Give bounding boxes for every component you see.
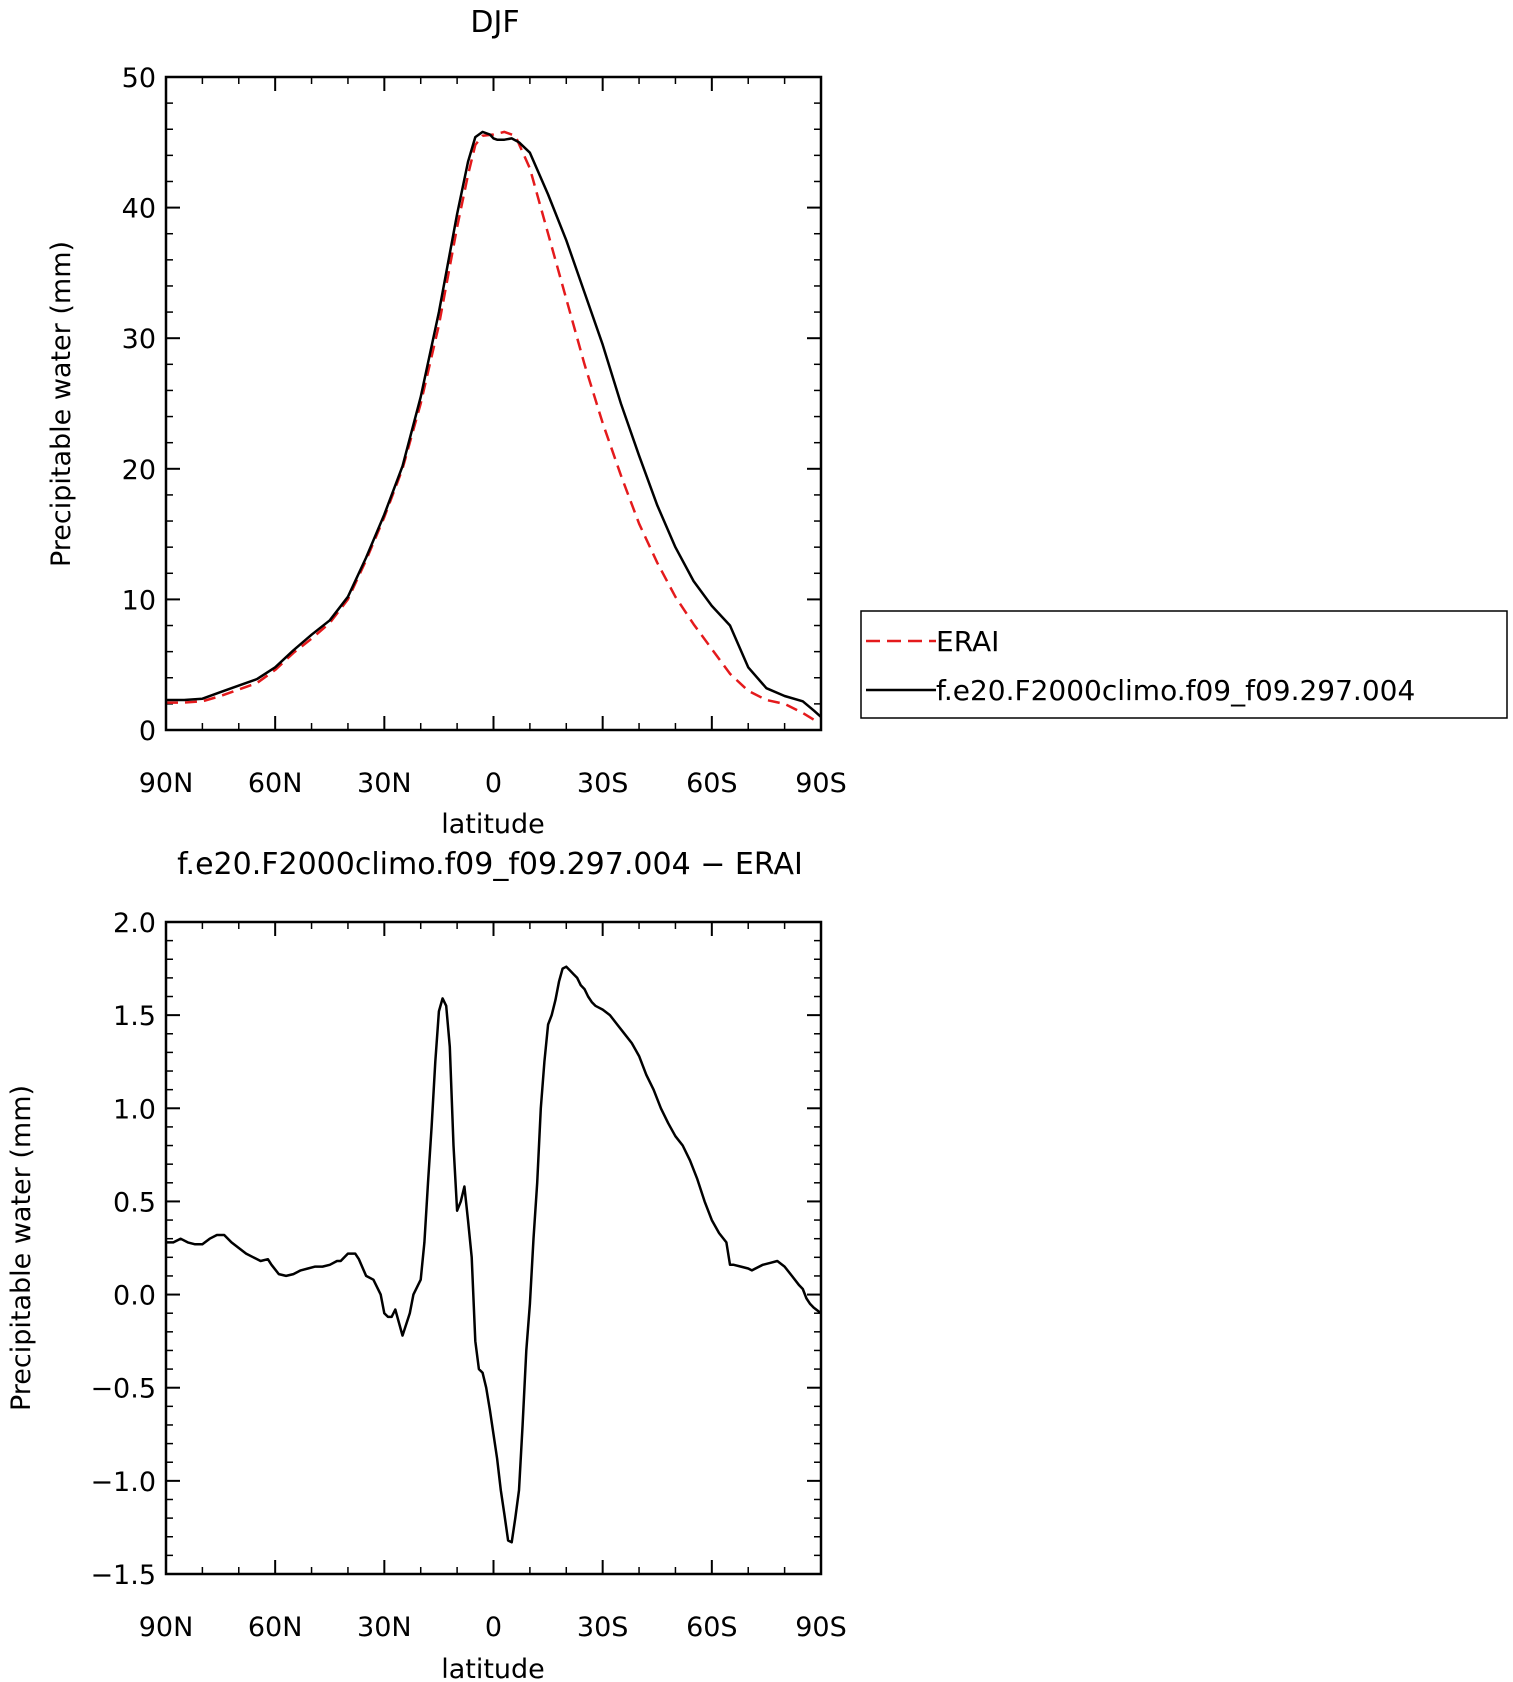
x-tick-label: 60S [686, 768, 738, 799]
x-tick-label: 90S [795, 768, 847, 799]
series-line-0 [166, 130, 822, 723]
legend: ERAI f.e20.F2000climo.f09_f09.297.004 [860, 610, 1508, 719]
legend-box [860, 610, 1508, 719]
x-tick-label: 0 [485, 768, 502, 799]
ticks [165, 76, 822, 731]
x-tick-label: 60N [248, 1612, 303, 1643]
y-tick-label: 1.5 [113, 1001, 156, 1032]
y-tick-label: 2.0 [113, 908, 156, 939]
legend-label-model: f.e20.F2000climo.f09_f09.297.004 [936, 674, 1415, 707]
x-tick-label: 30S [577, 768, 629, 799]
y-tick-label: 10 [122, 585, 156, 616]
plot-frame [164, 920, 823, 1576]
x-tick-label: 90S [795, 1612, 847, 1643]
y-tick-labels: 0 10 20 30 40 50 [122, 63, 156, 747]
y-tick-label: 0 [139, 716, 156, 747]
y-tick-label: 20 [122, 455, 156, 486]
y-tick-label: −0.5 [90, 1374, 156, 1405]
djf-panel: DJF 90N 60N 30N 0 30S 60S 90S 0 10 20 30 40 50 lati… [46, 5, 1508, 840]
ticks [165, 921, 822, 1575]
x-tick-label: 90N [139, 1612, 194, 1643]
y-tick-label: −1.0 [90, 1467, 156, 1498]
y-tick-label: 50 [122, 63, 156, 94]
y-tick-label: 0.5 [113, 1187, 156, 1218]
y-tick-label: 0.0 [113, 1281, 156, 1312]
y-tick-label: −1.5 [90, 1560, 156, 1591]
series-group [166, 965, 822, 1544]
y-tick-labels: −1.5 −1.0 −0.5 0.0 0.5 1.0 1.5 2.0 [90, 908, 156, 1591]
y-tick-label: 1.0 [113, 1094, 156, 1125]
x-axis-label: latitude [441, 809, 545, 840]
y-axis-label: Precipitable water (mm) [46, 241, 77, 567]
y-tick-label: 40 [122, 194, 156, 225]
series-line-1 [166, 130, 822, 718]
x-tick-label: 60S [686, 1612, 738, 1643]
y-axis-label: Precipitable water (mm) [6, 1085, 37, 1411]
x-tick-label: 30N [357, 1612, 412, 1643]
difference-panel: f.e20.F2000climo.f09_f09.297.004 − ERAI … [6, 847, 847, 1682]
x-tick-label: 0 [485, 1612, 502, 1643]
x-tick-label: 60N [248, 768, 303, 799]
panel-title: DJF [470, 5, 519, 40]
series-line-0 [166, 965, 822, 1544]
x-tick-label: 30S [577, 1612, 629, 1643]
x-tick-labels: 90N 60N 30N 0 30S 60S 90S [139, 768, 847, 799]
x-tick-label: 30N [357, 768, 412, 799]
x-tick-label: 90N [139, 768, 194, 799]
legend-label-erai: ERAI [936, 625, 999, 658]
series-group [166, 130, 822, 723]
x-tick-labels: 90N 60N 30N 0 30S 60S 90S [139, 1612, 847, 1643]
panel-title: f.e20.F2000climo.f09_f09.297.004 − ERAI [177, 847, 803, 882]
x-axis-label: latitude [441, 1654, 545, 1682]
y-tick-label: 30 [122, 324, 156, 355]
plot-frame [164, 75, 823, 732]
